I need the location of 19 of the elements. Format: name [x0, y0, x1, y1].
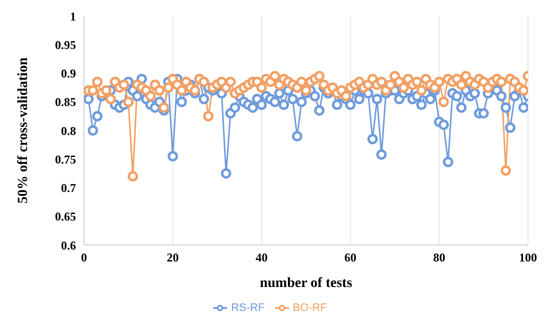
y-tick-label: 0.8	[61, 124, 76, 138]
y-axis-title: 50% off cross-validation	[16, 57, 31, 204]
x-tick-label: 0	[81, 250, 87, 265]
y-tick-label: 0.9	[61, 66, 76, 81]
y-tick-label: 0.6	[61, 238, 76, 252]
y-tick-label: 1	[70, 9, 76, 24]
x-axis-title: number of tests	[260, 276, 353, 291]
x-tick-label: 80	[433, 250, 446, 265]
y-tick-label: 0.85	[55, 95, 76, 110]
y-tick-label: 0.65	[55, 210, 76, 224]
x-tick-label: 40	[256, 250, 268, 265]
x-tick-label: 20	[166, 250, 179, 265]
y-tick-label: 0.95	[55, 38, 76, 52]
legend-label: BO-RF	[292, 302, 327, 314]
x-tick-label: 100	[519, 250, 537, 265]
y-tick-label: 0.7	[61, 181, 76, 196]
y-tick-label: 0.75	[55, 152, 76, 166]
x-tick-label: 60	[344, 250, 356, 265]
legend-label: RS-RF	[231, 302, 265, 314]
